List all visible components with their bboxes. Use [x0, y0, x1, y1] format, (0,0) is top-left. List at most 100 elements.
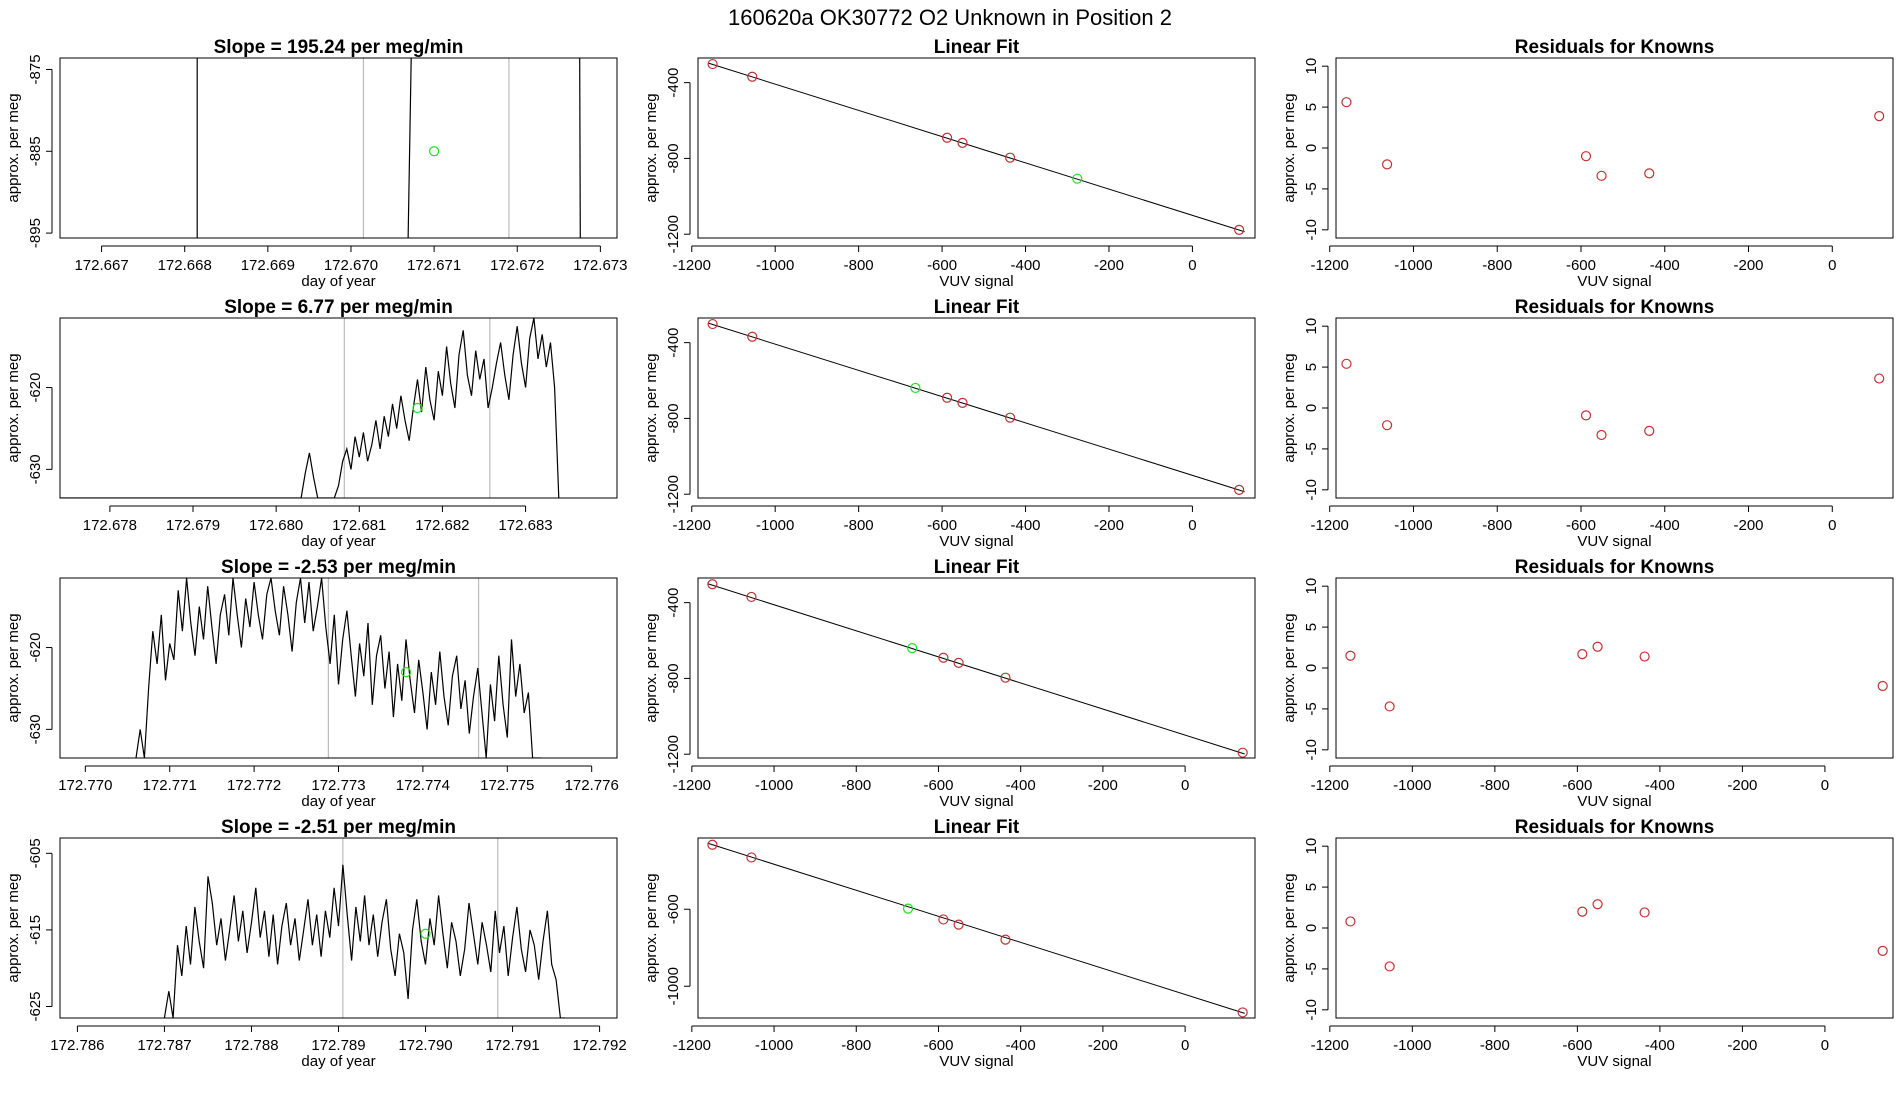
x-tick-label: -200 [1088, 777, 1118, 794]
unknown-point [400, 666, 412, 678]
y-axis-label: approx. per meg [5, 873, 22, 982]
y-axis-label: approx. per meg [1281, 353, 1298, 462]
x-tick-label: 172.672 [490, 257, 544, 274]
x-tick-label: -1200 [1311, 257, 1349, 274]
y-tick-label: -10 [1303, 999, 1320, 1021]
x-tick-label: 172.790 [398, 1037, 452, 1054]
x-tick-label: 172.771 [143, 777, 197, 794]
known-point [707, 58, 718, 70]
y-tick-label: -10 [1303, 219, 1320, 241]
known-point [1874, 373, 1885, 384]
panel-r0c2: Residuals for Knowns-1200 -1000 -800 -600 -4… [1281, 37, 1894, 290]
panel-title: Residuals for Knowns [1515, 37, 1715, 58]
panel-title: Linear Fit [934, 37, 1020, 58]
panel-r1c0: Slope = 6.77 per meg/min 172.678 172.679 17… [5, 297, 618, 550]
x-tick-label: -400 [1011, 517, 1041, 534]
x-tick-label: -400 [1645, 1037, 1675, 1054]
y-tick-label: 5 [1303, 103, 1320, 111]
known-point [707, 318, 718, 330]
trace-line [60, 318, 560, 498]
x-axis-label: day of year [301, 273, 375, 290]
known-point [941, 392, 953, 403]
panel-r3c2: Residuals for Knowns-1200 -1000 -800 -600 -4… [1281, 817, 1894, 1070]
x-tick-label: -200 [1733, 257, 1763, 274]
x-tick-label: -400 [1645, 777, 1675, 794]
unknown-point [902, 903, 914, 914]
plot-frame [59, 837, 618, 1019]
plot-frame [59, 57, 618, 239]
y-axis-label: approx. per meg [1281, 93, 1298, 202]
x-tick-label: -1000 [755, 1037, 793, 1054]
panel-r0c0: Slope = 195.24 per meg/min 172.667 172.668… [5, 37, 627, 290]
plot-data [1341, 97, 1885, 181]
x-tick-label: 172.774 [396, 777, 450, 794]
fit-line [708, 62, 1245, 233]
x-tick-label: 172.667 [74, 257, 128, 274]
panel-r2c1: Linear Fit -1200 -1000 -800 -600 -400 -200 0 VUV… [643, 557, 1256, 810]
y-axis-label: approx. per meg [5, 353, 22, 462]
x-tick-label: -1200 [673, 257, 711, 274]
known-point [1644, 168, 1655, 179]
known-point [1341, 97, 1352, 108]
y-tick-label: -620 [27, 633, 44, 663]
x-tick-label: 172.792 [572, 1037, 626, 1054]
x-tick-label: 172.683 [498, 517, 552, 534]
x-tick-label: -600 [923, 777, 953, 794]
x-axis-label: VUV signal [939, 273, 1013, 290]
panel-r1c2: Residuals for Knowns-1200 -1000 -800 -600 -4… [1281, 297, 1894, 550]
figure-suptitle: 160620a OK30772 O2 Unknown in Position 2 [728, 5, 1172, 30]
trace-line [579, 58, 581, 238]
y-tick-label: 0 [1303, 924, 1320, 932]
panel-title: Residuals for Knowns [1515, 557, 1715, 578]
x-tick-label: -800 [1480, 1037, 1510, 1054]
y-tick-label: -5 [1303, 442, 1320, 455]
known-point [1877, 945, 1888, 957]
known-point [1577, 906, 1588, 917]
plot-data [1345, 641, 1888, 712]
y-tick-label: -1200 [665, 215, 682, 253]
trace-line [163, 864, 565, 1018]
unknown-point [429, 146, 440, 157]
x-tick-label: 172.788 [224, 1037, 278, 1054]
y-tick-label: 10 [1303, 838, 1320, 855]
plot-data [707, 318, 1245, 495]
known-point [953, 919, 964, 930]
x-tick-label: -600 [1562, 777, 1592, 794]
known-point [746, 591, 757, 603]
y-tick-label: 10 [1303, 318, 1320, 335]
known-point [1004, 412, 1016, 423]
plot-data [1345, 899, 1888, 972]
y-axis-label: approx. per meg [5, 613, 22, 722]
x-tick-label: -1000 [1394, 257, 1432, 274]
known-point [1381, 420, 1393, 431]
y-axis-label: approx. per meg [643, 353, 660, 462]
x-tick-label: 172.671 [407, 257, 461, 274]
plot-data [196, 58, 581, 238]
x-tick-label: -600 [927, 517, 957, 534]
x-tick-label: -200 [1727, 1037, 1757, 1054]
x-tick-label: -1000 [756, 517, 794, 534]
unknown-point [910, 382, 921, 394]
y-tick-label: -800 [665, 143, 682, 173]
x-tick-label: -1000 [755, 777, 793, 794]
known-point [707, 579, 718, 590]
y-tick-label: -5 [1303, 702, 1320, 715]
plot-frame [697, 57, 1256, 239]
x-axis-label: VUV signal [939, 1053, 1013, 1070]
known-point [953, 657, 964, 668]
y-tick-label: -615 [27, 915, 44, 945]
x-axis-label: day of year [301, 533, 375, 550]
known-point [1345, 916, 1356, 927]
x-tick-label: -1000 [756, 257, 794, 274]
y-tick-label: 10 [1303, 578, 1320, 595]
y-tick-label: -600 [665, 894, 682, 924]
x-tick-label: 0 [1181, 777, 1189, 794]
panel-r0c1: Linear Fit -1200 -1000 -800 -600 -400 -200 0 VUV… [643, 37, 1256, 290]
plot-frame [59, 317, 618, 499]
y-tick-label: -895 [27, 218, 44, 248]
y-tick-label: -605 [27, 838, 44, 868]
x-tick-label: -800 [841, 1037, 871, 1054]
x-tick-label: -1200 [673, 777, 711, 794]
panel-title: Slope = -2.53 per meg/min [221, 557, 456, 578]
